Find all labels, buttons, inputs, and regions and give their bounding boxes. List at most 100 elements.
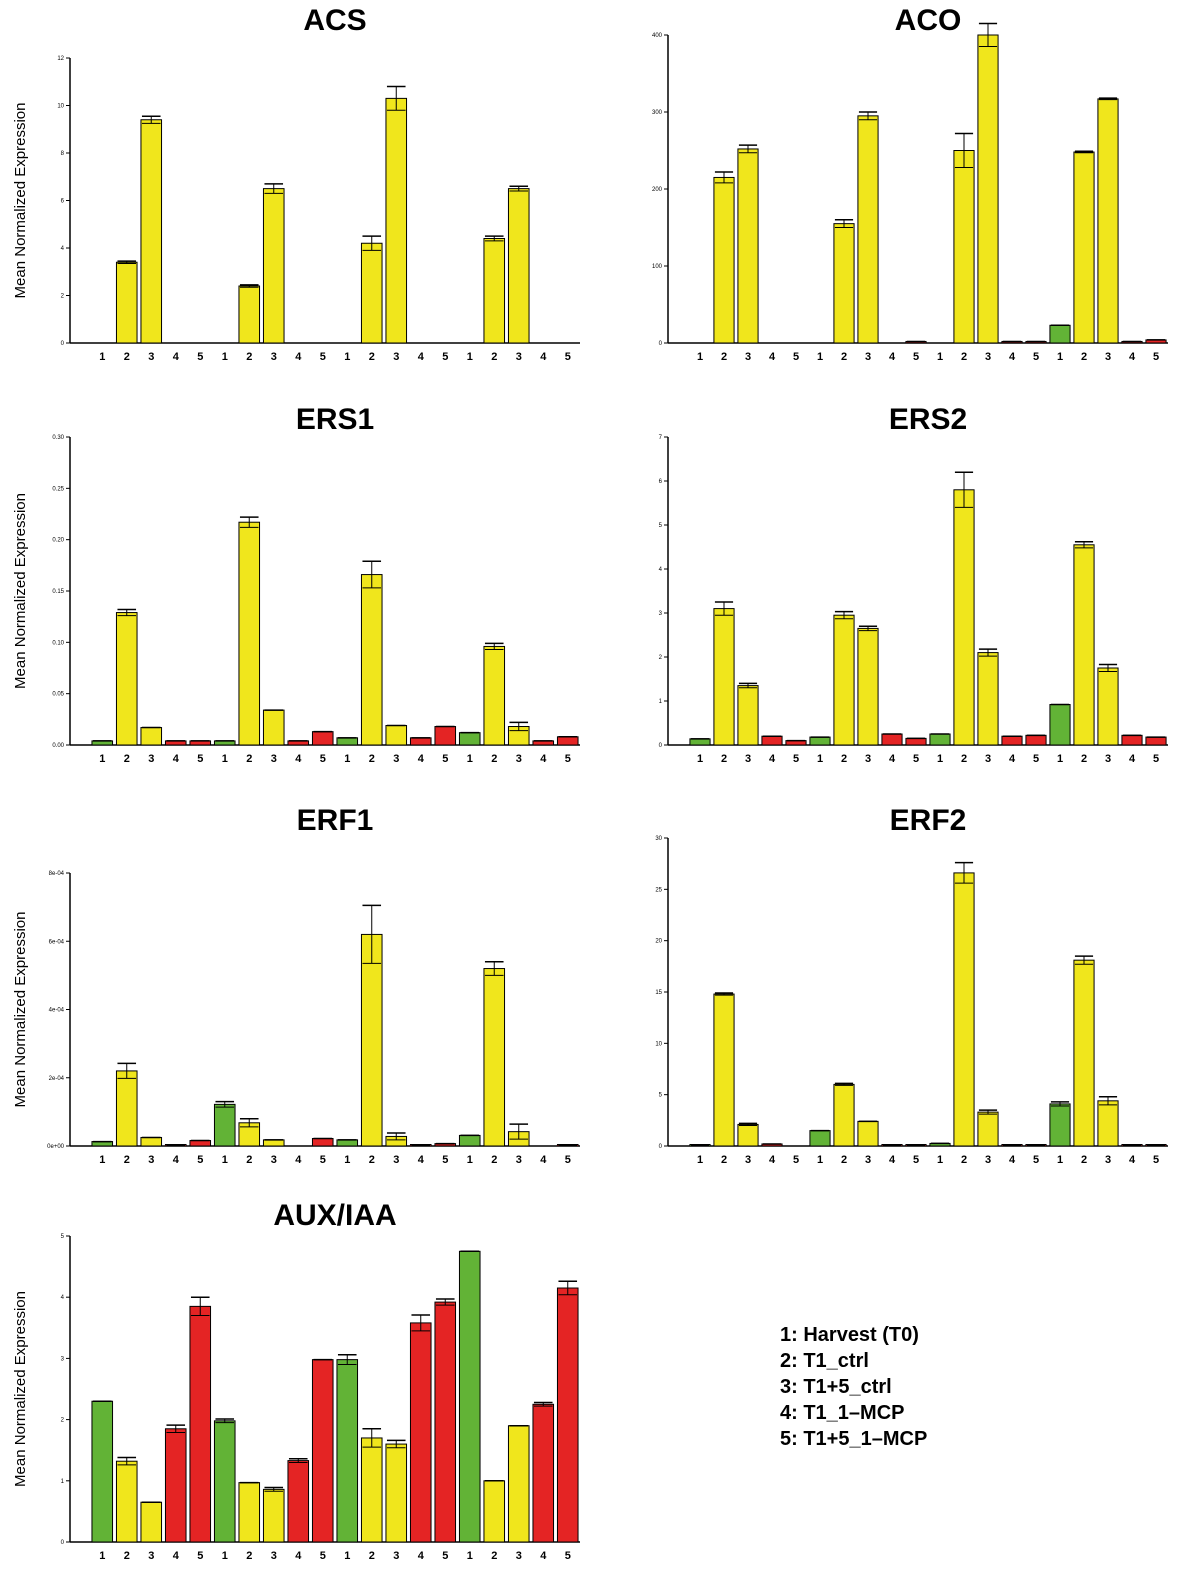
x-tick-label: 4 — [769, 351, 776, 363]
x-tick-label: 5 — [442, 753, 448, 765]
x-tick-label: 4 — [540, 1550, 547, 1562]
x-tick-label: 3 — [516, 1154, 522, 1166]
x-tick-label: 3 — [1105, 351, 1111, 363]
x-tick-label: 2 — [841, 351, 847, 363]
x-tick-label: 4 — [769, 753, 776, 765]
x-tick-label: 1 — [344, 1154, 350, 1166]
y-tick-label: 12 — [57, 56, 64, 62]
legend-item-harvest: 1: Harvest (T0) — [780, 1324, 919, 1346]
x-tick-label: 3 — [393, 753, 399, 765]
bar — [262, 1139, 285, 1147]
x-tick-label: 4 — [295, 1154, 302, 1166]
chart-title: ERS2 — [889, 403, 967, 436]
x-tick-label: 4 — [173, 1550, 180, 1562]
x-tick-label: 1 — [467, 1154, 473, 1166]
x-tick-label: 5 — [793, 1154, 799, 1166]
chart-panel: ERS1 Mean Normalized Expression 0.00 0.05 0.… — [12, 403, 580, 765]
y-tick-label: 6 — [61, 199, 65, 205]
x-tick-label: 5 — [793, 351, 799, 363]
bar — [556, 1287, 579, 1543]
bar — [713, 608, 735, 746]
x-tick-label: 5 — [913, 351, 919, 363]
x-tick-label: 5 — [565, 351, 571, 363]
x-tick-label: 4 — [418, 753, 425, 765]
bar — [385, 97, 408, 344]
y-tick-label: 1 — [61, 1479, 65, 1485]
bar — [1073, 959, 1095, 1147]
bar — [953, 872, 975, 1147]
x-tick-label: 2 — [369, 1550, 375, 1562]
x-tick-label: 3 — [271, 1154, 277, 1166]
x-tick-label: 4 — [418, 1154, 425, 1166]
y-tick-label: 5 — [659, 1093, 663, 1099]
bar — [1121, 734, 1143, 746]
bar — [761, 735, 783, 746]
x-tick-label: 1 — [697, 351, 703, 363]
x-tick-label: 2 — [841, 753, 847, 765]
bar — [238, 1482, 261, 1543]
x-tick-label: 3 — [148, 1550, 154, 1562]
bar — [1049, 324, 1071, 344]
chart-panel: ERS2 0 1 2 3 4 5 6 7 1 2 3 4 5 1 2 3 4 5 1 2 3 4 5 1 2 3 4 5 — [659, 403, 1168, 765]
x-tick-label: 1 — [697, 1154, 703, 1166]
chart-title: AUX/IAA — [273, 1199, 396, 1232]
x-tick-label: 2 — [491, 1154, 497, 1166]
x-tick-label: 1 — [1057, 351, 1063, 363]
y-tick-label: 15 — [655, 990, 662, 996]
bar — [311, 731, 334, 746]
chart-title: ERS1 — [296, 403, 374, 436]
x-tick-label: 2 — [961, 1154, 967, 1166]
y-tick-label: 3 — [659, 611, 663, 617]
x-tick-label: 4 — [540, 351, 547, 363]
x-tick-label: 5 — [1033, 351, 1039, 363]
y-tick-label: 4 — [61, 246, 65, 252]
bar — [434, 726, 457, 746]
bar — [458, 732, 481, 746]
chart-panel: ERF2 0 5 10 15 20 25 30 1 2 3 4 5 1 2 3 4 5 1 2 3 4 5 1 2 3 4 5 — [655, 804, 1168, 1166]
bar — [1097, 667, 1119, 746]
y-tick-label: 0.20 — [52, 538, 64, 544]
x-tick-label: 4 — [1009, 1154, 1016, 1166]
chart-panel: ERF1 Mean Normalized Expression 0e+00 2e-04… — [12, 804, 580, 1166]
bar — [287, 1460, 310, 1543]
x-tick-label: 1 — [344, 351, 350, 363]
y-tick-label: 30 — [655, 836, 662, 842]
x-tick-label: 5 — [1153, 351, 1159, 363]
y-tick-label: 10 — [57, 104, 64, 110]
y-tick-label: 100 — [652, 264, 663, 270]
bar — [1145, 736, 1167, 746]
x-tick-label: 3 — [271, 351, 277, 363]
x-tick-label: 4 — [889, 753, 896, 765]
x-tick-label: 5 — [320, 1154, 326, 1166]
bar — [409, 737, 432, 746]
x-tick-label: 5 — [197, 1154, 203, 1166]
y-tick-label: 0 — [659, 341, 663, 347]
x-tick-label: 1 — [222, 753, 228, 765]
chart-title: ACO — [895, 4, 962, 37]
x-tick-label: 2 — [491, 1550, 497, 1562]
y-tick-label: 0.15 — [52, 589, 64, 595]
x-tick-label: 5 — [1153, 1154, 1159, 1166]
x-tick-label: 3 — [148, 753, 154, 765]
x-tick-label: 4 — [295, 1550, 302, 1562]
bar — [507, 188, 530, 344]
x-tick-label: 4 — [295, 351, 302, 363]
y-tick-label: 8 — [61, 151, 65, 157]
y-tick-label: 4 — [61, 1295, 65, 1301]
bar — [857, 627, 879, 746]
bar — [262, 188, 285, 344]
bar — [689, 738, 711, 746]
x-tick-label: 1 — [467, 351, 473, 363]
x-tick-label: 5 — [197, 1550, 203, 1562]
x-tick-label: 4 — [769, 1154, 776, 1166]
legend-item-t1-mcp: 4: T1_1–MCP — [780, 1402, 905, 1424]
x-tick-label: 2 — [246, 1550, 252, 1562]
bar — [881, 733, 903, 746]
bar — [115, 261, 138, 344]
x-tick-label: 5 — [442, 351, 448, 363]
bar — [140, 1136, 163, 1147]
y-tick-label: 6 — [659, 479, 663, 485]
x-tick-label: 5 — [320, 351, 326, 363]
x-tick-label: 1 — [99, 753, 105, 765]
